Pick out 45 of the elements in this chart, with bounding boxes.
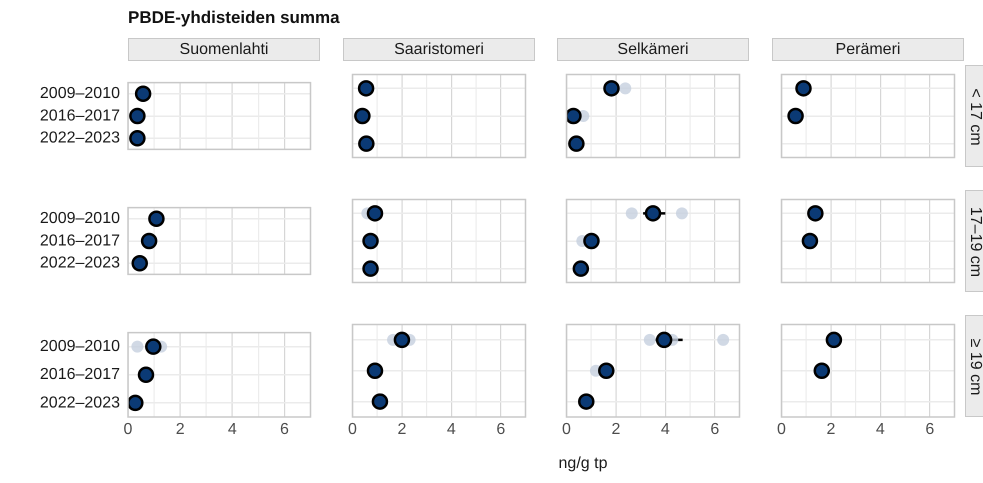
x-tick-label: 4: [660, 421, 670, 438]
y-tick-label: 2016–2017: [40, 366, 120, 384]
chart-subtitle: Selkämeri: [557, 38, 749, 61]
chart-subtitle: Perämeri: [772, 38, 964, 61]
point: [619, 82, 632, 94]
x-tick-label: 0: [777, 421, 786, 438]
y2-axis-title: < 17 cm: [966, 88, 983, 146]
y-tick-label: 2022–2023: [40, 394, 120, 412]
point: [394, 332, 410, 348]
x-tick-label: 0: [124, 421, 133, 438]
y-tick-label: 2009–2010: [40, 210, 120, 228]
point: [145, 338, 162, 355]
point: [372, 393, 388, 410]
point: [568, 135, 585, 152]
point: [603, 80, 620, 97]
x-axis-title: ng/g tp: [558, 455, 608, 473]
chart-subtitle: Saaristomeri: [343, 38, 535, 61]
y-tick-label: 2009–2010: [40, 85, 120, 102]
point: [566, 108, 582, 124]
x-tick-label: 4: [446, 421, 456, 438]
x-tick-label: 4: [228, 421, 237, 438]
x-tick-label: 2: [397, 421, 406, 438]
x-tick-label: 2: [826, 421, 836, 438]
x-tick-label: 2: [611, 421, 620, 438]
chart-subtitle: Suomenlahti: [128, 38, 320, 61]
x-tick-label: 4: [876, 421, 885, 438]
y-tick-label: 2009–2010: [40, 338, 120, 356]
x-tick-label: 6: [925, 421, 934, 438]
point: [128, 394, 144, 412]
y2-axis-title: 17–19 cm: [966, 206, 983, 278]
x-tick-label: 2: [176, 421, 185, 438]
y-tick-label: 2022–2023: [40, 254, 120, 272]
x-tick-label: 6: [710, 421, 720, 438]
y2-axis-title: ≥ 19 cm: [966, 338, 983, 396]
y-tick-label: 2016–2017: [40, 107, 120, 124]
x-tick-label: 0: [348, 421, 358, 438]
x-tick-label: 0: [562, 421, 572, 438]
point: [131, 340, 144, 353]
chart-title: PBDE-yhdisteiden summa: [128, 8, 340, 28]
y-tick-label: 2016–2017: [40, 232, 120, 250]
x-tick-label: 6: [280, 421, 289, 438]
point: [366, 362, 384, 379]
y-tick-label: 2022–2023: [40, 130, 120, 147]
point: [138, 366, 154, 384]
x-tick-label: 6: [496, 421, 506, 438]
